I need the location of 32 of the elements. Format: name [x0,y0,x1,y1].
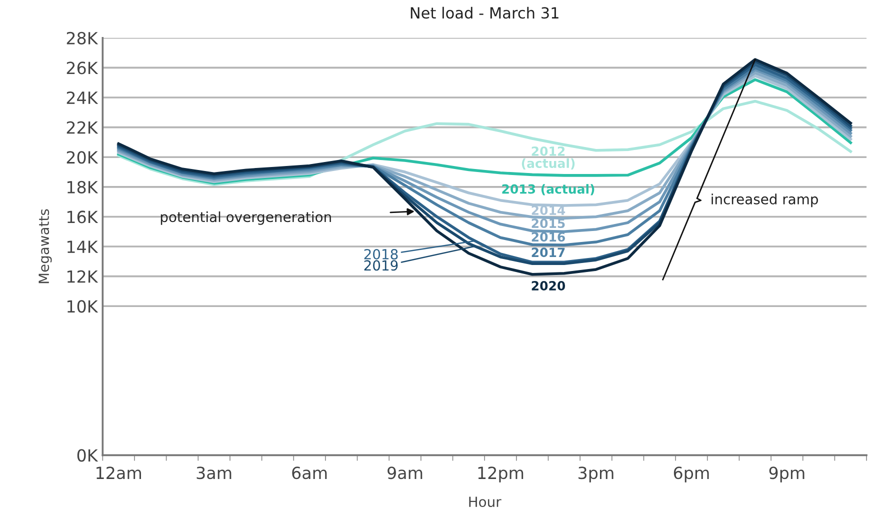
x-tick-label: 9pm [769,466,804,482]
y-tick-label: 14K [67,240,98,253]
annotation: increased ramp [712,194,818,208]
series-label: 2013 (actual) [502,184,594,196]
series-label: 2020 [532,281,566,290]
y-tick-label: 16K [67,210,98,224]
y-tick-label: 20K [66,151,98,164]
y-tick-label: 28K [66,32,98,44]
text: 2019 [364,260,398,271]
text: 2018 [364,248,398,260]
y-axis-title: Megawatts [38,209,52,284]
y-tick-label: 26K [66,62,98,74]
x-tick-label: 12pm [478,466,524,482]
chart-title: Net load - March 31 [410,6,558,19]
series-label: 2012 (actual) [522,146,575,170]
y-tick-label: 0K [77,449,98,462]
x-tick-label: 6pm [674,466,709,482]
series-label: 2017 [532,248,565,258]
annotation: potential overgeneration [160,211,331,225]
y-tick-label: 22K [66,121,98,134]
y-tick-label: 24K [66,91,98,104]
x-axis-title: Hour [469,496,502,508]
x-tick-label: 6am [292,466,327,480]
x-tick-label: 12am [96,466,141,480]
series-label: 2015 [532,218,565,228]
y-tick-label: 10K [67,300,98,313]
x-tick-label: 3am [196,466,232,480]
series-label: 2016 [532,232,565,242]
y-tick-label: 18K [67,180,98,194]
x-tick-label: 3pm [578,466,614,482]
y-tick-label: 12K [67,270,98,283]
x-tick-label: 9am [388,466,422,480]
